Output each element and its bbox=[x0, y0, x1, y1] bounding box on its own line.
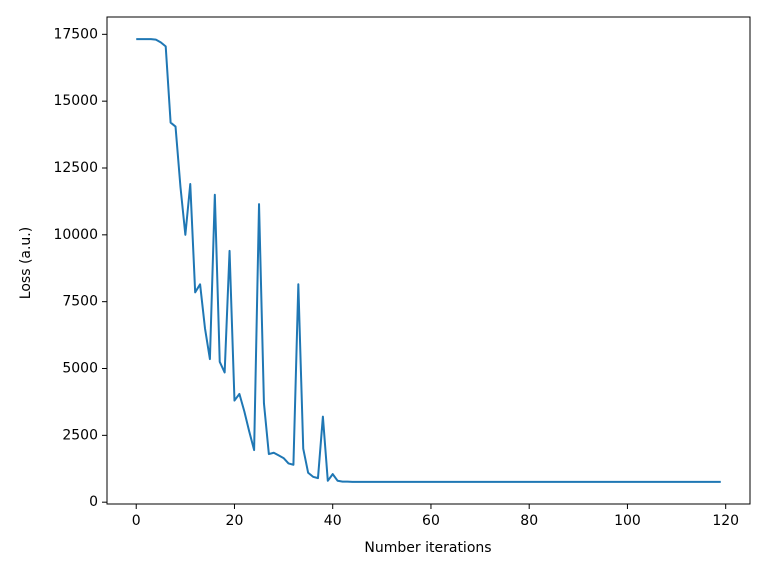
x-tick-label: 0 bbox=[132, 513, 141, 529]
y-tick-label: 15000 bbox=[53, 93, 98, 109]
x-tick-label: 40 bbox=[324, 513, 342, 529]
y-tick-label: 7500 bbox=[62, 294, 98, 310]
y-tick-label: 12500 bbox=[53, 160, 98, 176]
axes-frame bbox=[106, 16, 751, 505]
y-tick-label: 2500 bbox=[62, 427, 98, 443]
y-tick-label: 0 bbox=[89, 494, 98, 510]
y-tick-label: 5000 bbox=[62, 361, 98, 377]
x-tick-label: 20 bbox=[226, 513, 244, 529]
y-tick-label: 17500 bbox=[53, 26, 98, 42]
x-axis-label: Number iterations bbox=[364, 540, 491, 556]
line-series bbox=[136, 38, 721, 483]
x-tick-label: 100 bbox=[614, 513, 641, 529]
y-tick-label: 10000 bbox=[53, 227, 98, 243]
x-tick-label: 120 bbox=[712, 513, 739, 529]
x-tick-label: 60 bbox=[422, 513, 440, 529]
x-tick-label: 80 bbox=[520, 513, 538, 529]
y-axis-label: Loss (a.u.) bbox=[18, 227, 34, 299]
